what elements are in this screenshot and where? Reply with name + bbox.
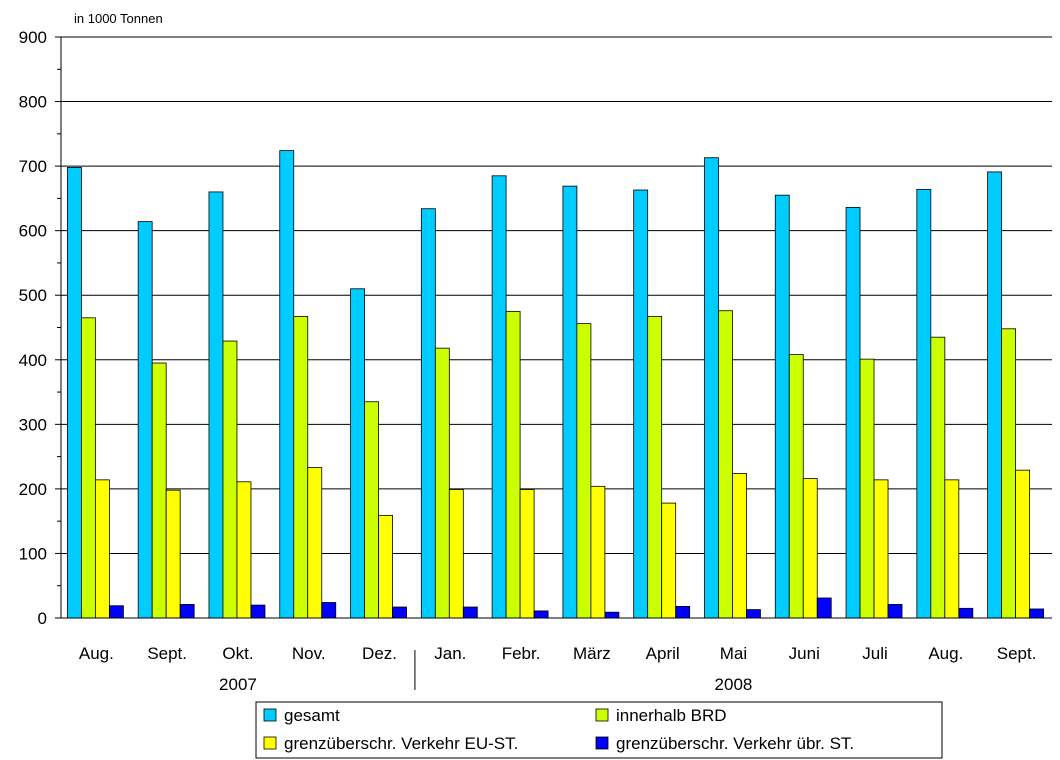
legend-swatch — [595, 708, 609, 722]
x-tick-label: Juli — [862, 644, 888, 663]
bar — [179, 604, 195, 619]
bar — [859, 358, 875, 619]
y-tick-label: 100 — [19, 544, 47, 563]
x-tick-label: Nov. — [292, 644, 326, 663]
legend-label: gesamt — [284, 706, 340, 725]
bar — [462, 606, 478, 619]
bar — [519, 489, 535, 619]
bar — [816, 597, 832, 619]
bar — [1015, 469, 1031, 619]
bar — [746, 609, 761, 619]
bar — [137, 221, 153, 619]
year-label: 2007 — [219, 675, 257, 694]
bar — [802, 478, 818, 619]
bar — [364, 401, 379, 619]
x-tick-label: Sept. — [997, 644, 1037, 663]
y-tick-label: 400 — [19, 351, 47, 370]
bar — [448, 489, 464, 619]
x-axis-ticks: Aug. Sept. Okt. Nov. Dez. Jan. Febr. März April M… — [79, 644, 1037, 694]
bar — [350, 288, 365, 619]
x-tick-label: Aug. — [928, 644, 963, 663]
legend: gesamt innerhalb BRD grenzüberschr. Verkeh… — [255, 701, 943, 759]
bar — [378, 514, 393, 619]
bar — [1029, 608, 1045, 619]
bar — [873, 479, 889, 619]
y-tick-label: 900 — [19, 28, 47, 47]
x-tick-label: Juni — [789, 644, 820, 663]
bar — [208, 191, 224, 619]
bar — [774, 194, 790, 619]
bar — [66, 167, 82, 619]
y-axis-ticks: 0 100 200 300 400 500 600 700 800 900 — [19, 28, 61, 628]
y-tick-label: 0 — [38, 609, 47, 628]
bar — [392, 606, 407, 619]
bar — [704, 157, 719, 619]
bar — [845, 207, 861, 619]
bar — [633, 189, 649, 619]
bar — [491, 175, 507, 619]
bar — [958, 607, 974, 619]
bar — [930, 336, 946, 619]
unit-label: in 1000 Tonnen — [74, 11, 163, 26]
bar — [222, 340, 238, 619]
bar — [108, 605, 124, 619]
bar — [788, 354, 804, 619]
bar — [887, 604, 903, 619]
bar — [604, 611, 620, 619]
bar — [562, 185, 578, 619]
bar — [675, 605, 691, 619]
y-tick-label: 500 — [19, 286, 47, 305]
bar — [505, 310, 521, 619]
x-tick-label: April — [646, 644, 680, 663]
y-tick-label: 800 — [19, 93, 47, 112]
bar — [916, 188, 932, 619]
legend-label: innerhalb BRD — [616, 706, 727, 725]
x-tick-label: Jan. — [434, 644, 466, 663]
bar — [307, 467, 323, 619]
bar — [1001, 328, 1017, 619]
y-tick-label: 700 — [19, 157, 47, 176]
legend-label: grenzüberschr. Verkehr EU-ST. — [284, 734, 518, 753]
y-tick-label: 200 — [19, 480, 47, 499]
bar — [987, 171, 1003, 619]
x-tick-label: März — [573, 644, 611, 663]
bar — [236, 481, 252, 619]
bar — [732, 472, 747, 619]
bar — [151, 362, 167, 619]
bars — [66, 150, 1045, 619]
bar — [576, 323, 592, 619]
bar — [293, 316, 309, 619]
x-tick-label: Okt. — [222, 644, 253, 663]
x-tick-label: Sept. — [147, 644, 187, 663]
legend-swatch — [595, 736, 609, 750]
bar — [718, 310, 733, 619]
x-tick-label: Dez. — [362, 644, 397, 663]
bar — [420, 208, 436, 619]
bar — [80, 317, 96, 619]
y-tick-label: 300 — [19, 415, 47, 434]
legend-swatch — [263, 708, 277, 722]
bar — [647, 316, 663, 619]
bar — [279, 150, 295, 619]
bar — [590, 485, 606, 619]
x-tick-label: Febr. — [502, 644, 541, 663]
bar — [250, 604, 266, 619]
legend-swatch — [263, 736, 277, 750]
bar — [321, 602, 337, 619]
bar — [94, 479, 110, 619]
year-label: 2008 — [715, 675, 753, 694]
y-tick-label: 600 — [19, 222, 47, 241]
bar — [533, 610, 549, 619]
x-tick-label: Aug. — [79, 644, 114, 663]
bar — [661, 502, 677, 619]
bar — [165, 489, 181, 619]
bar — [434, 347, 450, 619]
legend-label: grenzüberschr. Verkehr übr. ST. — [616, 734, 854, 753]
x-tick-label: Mai — [720, 644, 747, 663]
bar — [944, 479, 960, 619]
